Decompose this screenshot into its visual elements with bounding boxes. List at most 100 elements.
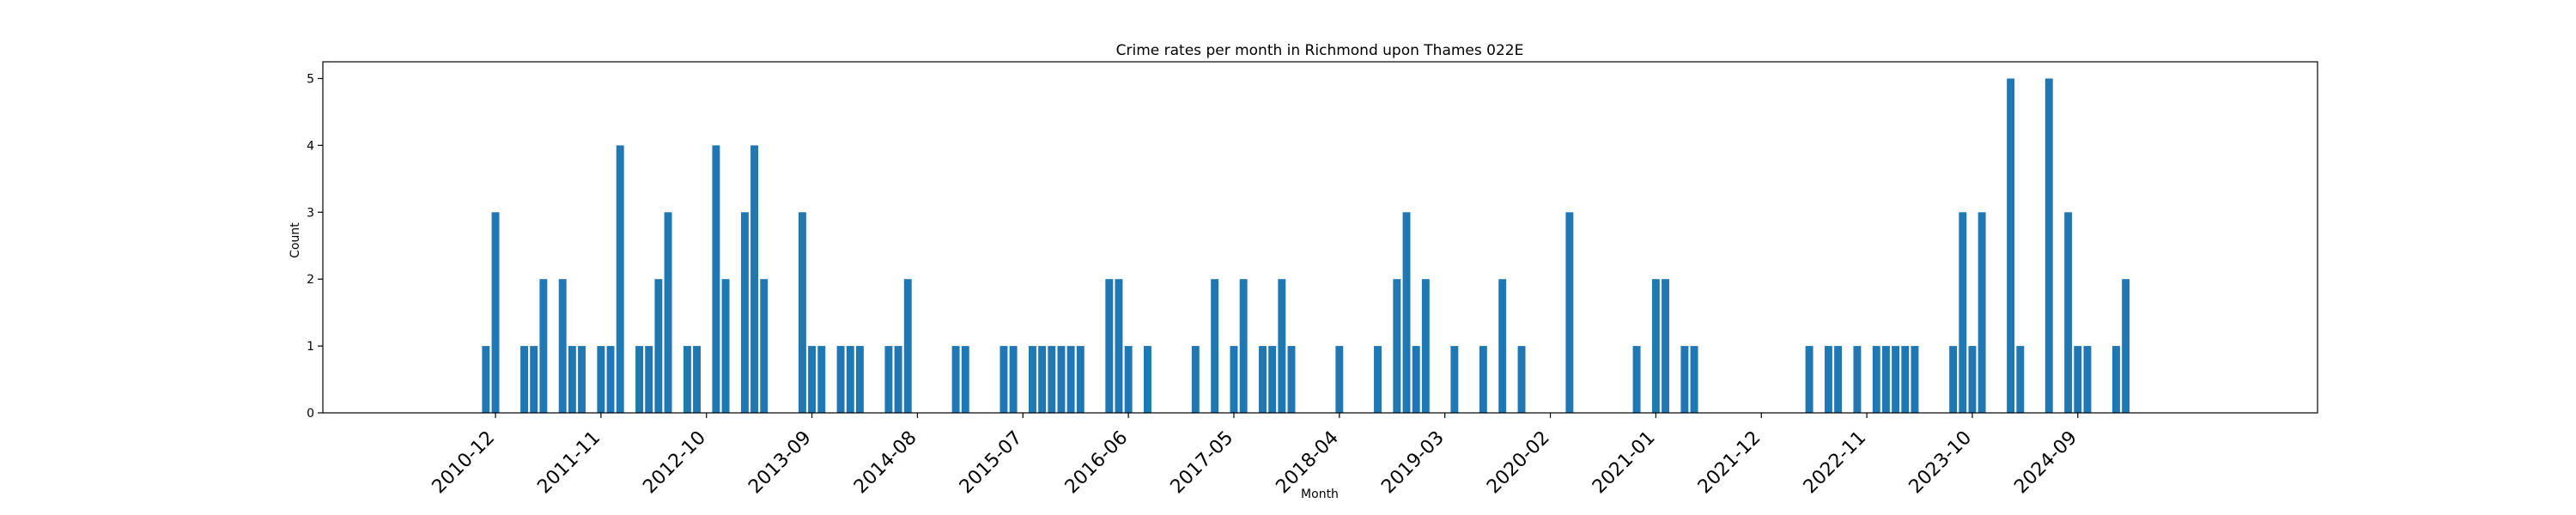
x-tick-label: 2020-02 <box>1483 427 1554 499</box>
y-tick-label: 5 <box>307 72 314 86</box>
bar-2012-06 <box>664 212 672 413</box>
bar-2016-01 <box>1076 346 1084 413</box>
x-tick-label: 2013-09 <box>744 427 816 499</box>
x-axis-label: Month <box>1301 488 1339 501</box>
bar-2018-08 <box>1374 346 1382 413</box>
bar-2016-08 <box>1144 346 1151 413</box>
bar-2019-11 <box>1517 346 1526 413</box>
bar-2017-10 <box>1278 279 1286 413</box>
bar-2014-07 <box>903 279 912 413</box>
x-tick-label: 2014-08 <box>850 427 921 499</box>
bar-2022-07 <box>1824 346 1832 413</box>
bar-2019-09 <box>1498 279 1507 413</box>
bar-2012-04 <box>645 346 653 413</box>
bar-2015-08 <box>1028 346 1036 413</box>
x-tick-label: 2019-03 <box>1377 427 1449 499</box>
y-tick-label: 4 <box>307 139 314 153</box>
bar-2013-03 <box>750 145 759 413</box>
bar-2013-08 <box>798 212 806 413</box>
bar-2011-03 <box>520 346 528 413</box>
bar-2017-05 <box>1230 346 1238 413</box>
bar-2012-08 <box>683 346 691 413</box>
bar-2016-05 <box>1115 279 1123 413</box>
y-tick-label: 1 <box>307 340 314 354</box>
bar-2024-06 <box>2044 78 2053 413</box>
bar-2018-11 <box>1402 212 1411 413</box>
bar-2021-02 <box>1662 279 1670 413</box>
x-tick-label: 2012-10 <box>639 427 710 499</box>
y-tick-label: 0 <box>307 407 314 421</box>
x-tick-label: 2016-06 <box>1061 427 1133 499</box>
bar-2023-11 <box>1978 212 1986 413</box>
bar-2017-08 <box>1259 346 1267 413</box>
bar-2023-02 <box>1892 346 1900 413</box>
bar-2015-06 <box>1009 346 1018 413</box>
bar-2024-10 <box>2083 346 2092 413</box>
bar-2025-01 <box>2112 346 2120 413</box>
bar-2020-11 <box>1632 346 1641 413</box>
chart-title: Crime rates per month in Richmond upon T… <box>1116 42 1524 59</box>
bar-2021-04 <box>1680 346 1689 413</box>
x-tick-label: 2010-12 <box>428 427 500 499</box>
bar-2015-09 <box>1038 346 1047 413</box>
bar-2017-06 <box>1239 279 1248 413</box>
bar-2017-11 <box>1287 346 1296 413</box>
y-tick-label: 2 <box>307 273 314 287</box>
bar-2016-04 <box>1105 279 1114 413</box>
x-tick-label: 2017-05 <box>1167 427 1238 499</box>
bar-2022-05 <box>1805 346 1814 413</box>
bar-2025-02 <box>2122 279 2130 413</box>
bar-2019-01 <box>1421 279 1430 413</box>
bar-2024-09 <box>2074 346 2082 413</box>
bar-2022-08 <box>1834 346 1843 413</box>
x-tick-label: 2023-10 <box>1905 427 1977 499</box>
bar-2012-03 <box>635 346 644 413</box>
bar-2024-08 <box>2064 212 2073 413</box>
bar-2013-10 <box>817 346 826 413</box>
bar-2015-10 <box>1048 346 1056 413</box>
bar-2023-08 <box>1949 346 1958 413</box>
bars-group <box>482 78 2130 413</box>
bar-2013-02 <box>740 212 749 413</box>
x-tick-label: 2021-12 <box>1694 427 1765 499</box>
x-axis: 2010-12 2011-11 2012-10 2013-09 2014-08 2015-… <box>428 413 2081 498</box>
bar-2023-03 <box>1901 346 1910 413</box>
bar-2021-01 <box>1651 279 1660 413</box>
bar-2023-09 <box>1959 212 1967 413</box>
y-axis-label: Count <box>289 222 302 258</box>
bar-2013-09 <box>808 346 817 413</box>
bar-2022-10 <box>1853 346 1862 413</box>
bar-2011-05 <box>539 279 548 413</box>
bar-2011-11 <box>597 346 605 413</box>
y-axis: 0 1 2 3 4 5 <box>307 72 323 421</box>
bar-2011-04 <box>530 346 538 413</box>
bar-2018-10 <box>1393 279 1401 413</box>
bar-2012-11 <box>712 145 720 413</box>
x-tick-label: 2015-07 <box>956 427 1027 499</box>
bar-2010-11 <box>482 346 490 413</box>
bar-2015-01 <box>961 346 969 413</box>
bar-2015-12 <box>1066 346 1075 413</box>
bar-2024-02 <box>2007 78 2015 413</box>
bar-2014-02 <box>855 346 864 413</box>
bar-2011-12 <box>606 346 615 413</box>
bar-2012-01 <box>616 145 624 413</box>
bar-2018-12 <box>1412 346 1420 413</box>
bar-2023-10 <box>1968 346 1977 413</box>
x-tick-label: 2024-09 <box>2010 427 2081 499</box>
x-tick-label: 2011-11 <box>533 427 605 499</box>
bar-2013-12 <box>836 346 845 413</box>
bar-2015-05 <box>999 346 1008 413</box>
bar-2012-09 <box>693 346 702 413</box>
bar-2020-04 <box>1565 212 1574 413</box>
bar-2021-05 <box>1690 346 1698 413</box>
bar-2014-05 <box>884 346 893 413</box>
bar-2011-09 <box>578 346 586 413</box>
bar-2014-12 <box>951 346 960 413</box>
x-tick-label: 2022-11 <box>1800 427 1871 499</box>
bar-2017-01 <box>1191 346 1200 413</box>
bar-2017-09 <box>1268 346 1277 413</box>
bar-2010-12 <box>491 212 500 413</box>
bar-2023-04 <box>1911 346 1919 413</box>
plot-frame <box>322 61 2318 414</box>
